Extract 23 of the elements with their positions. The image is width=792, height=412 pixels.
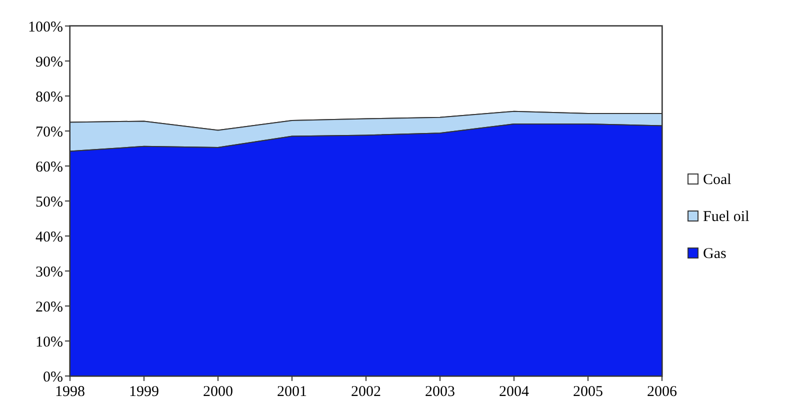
x-tick-label: 2002 [351,384,381,400]
x-tick-label: 2004 [499,384,530,400]
x-tick-label: 2006 [647,384,678,400]
y-tick-label: 70% [36,124,63,140]
x-tick-label: 2001 [277,384,307,400]
legend-label: Fuel oil [703,209,750,225]
y-tick-label: 100% [28,19,63,36]
y-tick-label: 10% [36,334,63,350]
x-tick-label: 2005 [573,384,603,400]
legend-label: Gas [703,246,726,262]
y-tick-label: 30% [36,264,63,280]
x-tick-label: 1998 [55,384,85,400]
x-tick-label: 2003 [425,384,455,400]
legend-label: Coal [703,172,732,188]
y-tick-label: 60% [36,159,63,176]
y-tick-label: 20% [36,299,63,316]
y-tick-label: 90% [36,54,63,70]
y-tick-label: 40% [36,229,63,246]
y-tick-label: 50% [36,194,63,210]
y-tick-label: 80% [36,89,63,106]
y-tick-label: 0% [43,369,63,386]
x-tick-label: 1999 [129,384,159,400]
x-tick-label: 2000 [203,384,233,400]
